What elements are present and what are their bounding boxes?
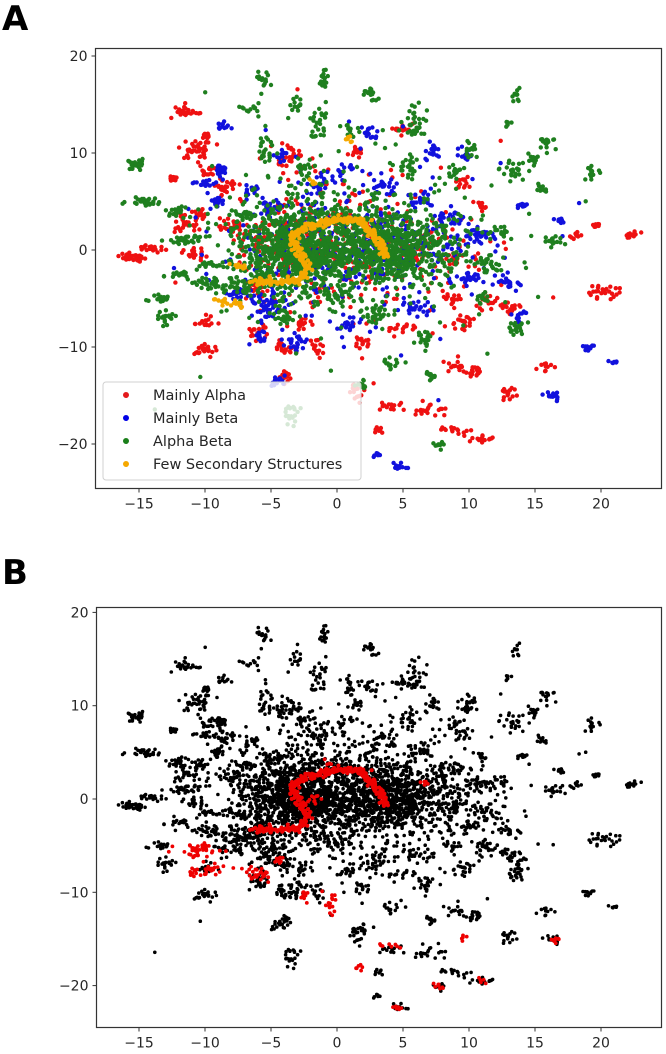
x-tick-label: −10: [190, 497, 220, 513]
x-tick-label: 5: [399, 497, 408, 513]
y-tick-label: −20: [59, 979, 89, 995]
legend-label: Mainly Alpha: [153, 388, 246, 404]
x-tick-label: −5: [261, 497, 282, 513]
x-tick-label: 5: [399, 1036, 408, 1052]
x-tick-label: 20: [592, 497, 610, 513]
y-tick-label: −10: [59, 885, 89, 901]
x-tick-label: 10: [460, 1036, 478, 1052]
y-tick-label: 10: [71, 699, 89, 715]
legend-label: Few Secondary Structures: [153, 457, 342, 473]
y-tick-label: 0: [79, 243, 88, 259]
x-tick-label: −5: [261, 1036, 282, 1052]
y-tick-label: 20: [71, 605, 89, 621]
y-tick-label: −20: [58, 437, 88, 453]
legend-label: Alpha Beta: [153, 434, 232, 450]
legend-marker: [123, 461, 129, 467]
legend-marker: [123, 392, 129, 398]
x-tick-label: 20: [592, 1036, 610, 1052]
x-tick-label: 0: [333, 1036, 342, 1052]
x-tick-label: 0: [333, 497, 342, 513]
legend-label: Mainly Beta: [153, 411, 238, 427]
x-tick-label: 10: [460, 497, 478, 513]
x-tick-label: 15: [526, 497, 544, 513]
y-tick-label: 10: [70, 146, 88, 162]
x-tick-label: −10: [190, 1036, 220, 1052]
y-tick-label: 20: [70, 49, 88, 65]
axis-ticks-b: −15 −10 −5 0 5 10 15 20 −20 −10 0 10 20: [59, 605, 610, 1051]
legend: Mainly Alpha Mainly Beta Alpha Beta Few Sec…: [102, 381, 362, 481]
legend-marker: [123, 438, 129, 444]
scatter-plot-a: −15 −10 −5 0 5 10 15 20 −20 −10 0 10 20 Mainly Alpha…: [58, 47, 663, 513]
x-tick-label: −15: [124, 1036, 154, 1052]
axes-frame-b: [95, 606, 663, 1029]
x-tick-label: −15: [124, 497, 154, 513]
x-tick-label: 15: [526, 1036, 544, 1052]
scatter-points-b: [116, 623, 643, 1012]
panel-label-b: B: [2, 553, 28, 593]
y-tick-label: 0: [80, 792, 89, 808]
y-tick-label: −10: [58, 340, 88, 356]
legend-marker: [123, 415, 129, 421]
